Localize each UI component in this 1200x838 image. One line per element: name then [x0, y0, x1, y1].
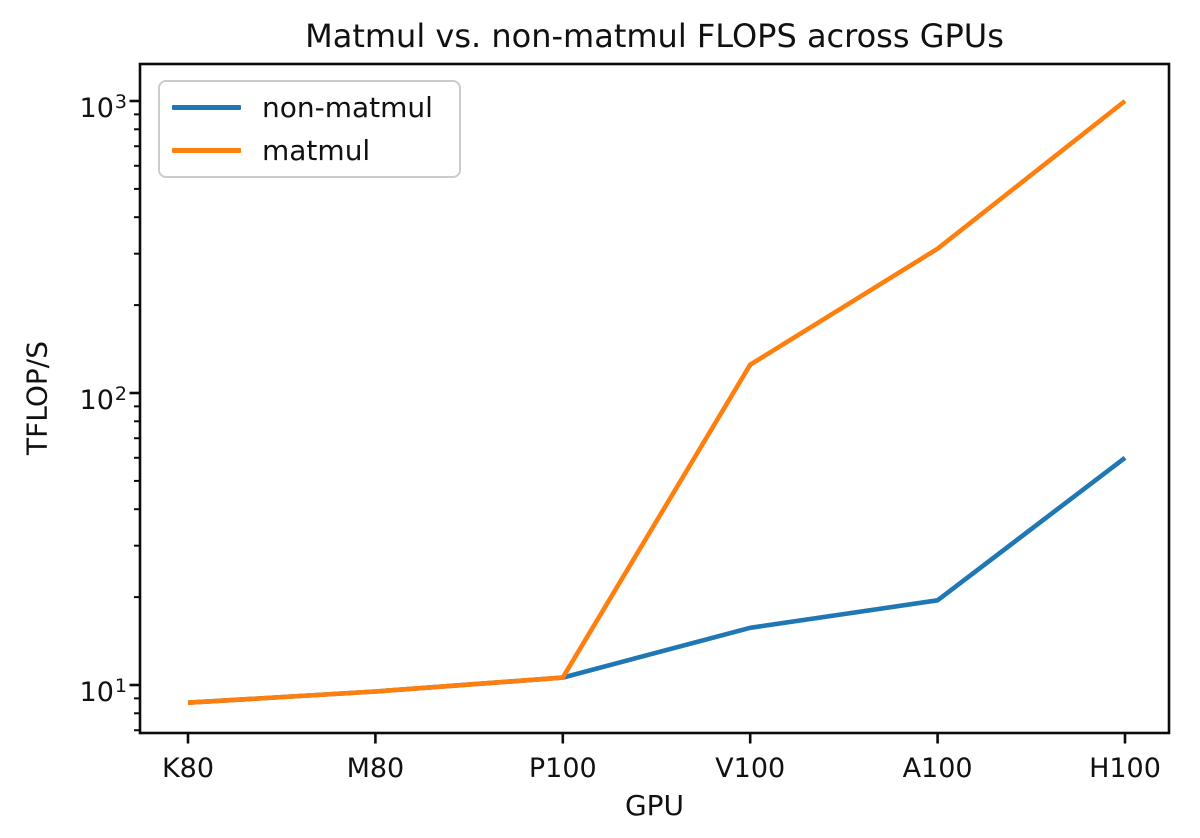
legend-entry-non-matmul: non-matmul: [172, 91, 459, 125]
x-tick-label-M80: M80: [346, 753, 405, 784]
series-line-non-matmul: [187, 455, 1127, 705]
axes-spines: [138, 62, 1171, 735]
x-tick-label-H100: H100: [1089, 753, 1161, 784]
y-tick-label-10^2: 102: [79, 383, 127, 416]
x-tick-label-A100: A100: [902, 753, 973, 784]
legend-line-icon: [172, 148, 241, 153]
y-tick-label-10^1: 101: [79, 675, 127, 708]
y-axis-label: TFLOP/S: [20, 341, 54, 455]
x-axis-label: GPU: [624, 789, 685, 822]
x-tick-label-K80: K80: [161, 753, 215, 784]
legend-line-icon: [172, 105, 241, 110]
x-tick-label-V100: V100: [715, 753, 786, 784]
legend-label: matmul: [262, 134, 371, 167]
series-line-matmul: [187, 99, 1127, 705]
y-tick-label-10^3: 103: [79, 91, 127, 124]
chart-title: Matmul vs. non-matmul FLOPS across GPUs: [305, 17, 1004, 55]
legend-label: non-matmul: [262, 91, 433, 124]
x-tick-label-P100: P100: [528, 753, 597, 784]
legend: non-matmul matmul: [158, 80, 461, 178]
legend-entry-matmul: matmul: [172, 134, 459, 168]
